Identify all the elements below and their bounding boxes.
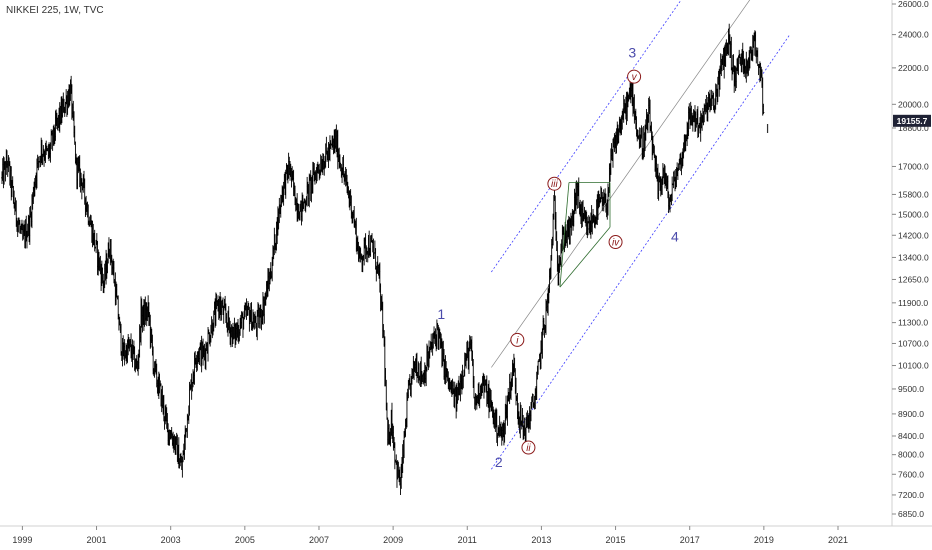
time-tick-label: 2009 <box>383 535 403 545</box>
price-tick-label: 7200.0 <box>898 490 924 500</box>
price-axis[interactable]: 26000.0 24000.0 22000.0 20000.0 18800.0 17000… <box>892 0 929 519</box>
wave-label: v <box>632 72 638 83</box>
price-tick-label: 15000.0 <box>898 209 929 219</box>
time-axis[interactable]: 1999 2001 2003 2005 2007 2009 2011 2013 2015 2017… <box>12 526 848 545</box>
triangle-edge <box>559 182 570 288</box>
price-bars <box>1 23 765 495</box>
price-tick-label: 7600.0 <box>898 469 924 479</box>
price-tick-label: 15800.0 <box>898 189 929 199</box>
channel-lines <box>491 0 791 470</box>
last-price-tag: 19155.7 <box>893 114 931 127</box>
time-tick-label: 2001 <box>87 535 107 545</box>
wave-label: i <box>516 335 519 346</box>
wave-label-circle <box>521 440 536 455</box>
wave-label: 1 <box>437 306 445 322</box>
wave-labels: 12345iiiiiiivvI <box>437 45 770 470</box>
price-tick-label: 24000.0 <box>898 30 929 40</box>
time-tick-label: 1999 <box>12 535 32 545</box>
price-tick-label: 8400.0 <box>898 431 924 441</box>
price-tick-label: 12650.0 <box>898 274 929 284</box>
price-tick-label: 22000.0 <box>898 63 929 73</box>
price-tick-label: 14200.0 <box>898 230 929 240</box>
wave-label-circle <box>510 332 525 347</box>
time-tick-label: 2011 <box>458 535 477 545</box>
channel-upper-line <box>491 0 682 273</box>
price-tick-label: 9500.0 <box>898 384 924 394</box>
price-tick-label: 10700.0 <box>898 338 929 348</box>
price-tick-label: 8000.0 <box>898 450 924 460</box>
wave-label: iii <box>551 179 558 190</box>
wave-label-circle <box>627 69 642 84</box>
time-tick-label: 2007 <box>309 535 329 545</box>
wave-label: 3 <box>628 45 636 61</box>
price-tick-label: 20000.0 <box>898 99 929 109</box>
price-tick-label: 6850.0 <box>898 509 924 519</box>
wave-label-circle <box>608 235 623 250</box>
last-price-label: 19155.7 <box>897 116 928 126</box>
time-tick-label: 2019 <box>754 535 774 545</box>
time-tick-label: 2015 <box>606 535 626 545</box>
wave-label: 2 <box>495 454 503 470</box>
price-tick-label: 18800.0 <box>898 123 929 133</box>
price-tick-label: 11900.0 <box>898 298 928 308</box>
time-tick-label: 2013 <box>531 535 551 545</box>
chart-title: NIKKEI 225, 1W, TVC <box>6 5 104 16</box>
wave-label: I <box>766 121 770 136</box>
last-price-box <box>893 114 931 127</box>
time-tick-label: 2005 <box>235 535 255 545</box>
time-tick-label: 2017 <box>680 535 700 545</box>
channel-mid-line <box>491 0 751 368</box>
wave-label: ii <box>526 443 531 454</box>
wave-label-circle <box>547 176 562 191</box>
price-tick-label: 11300.0 <box>898 318 928 328</box>
time-tick-label: 2003 <box>161 535 181 545</box>
price-tick-label: 17000.0 <box>898 161 929 171</box>
price-tick-label: 8900.0 <box>898 409 924 419</box>
wave-label: 4 <box>671 229 679 245</box>
time-tick-label: 2021 <box>828 535 848 545</box>
wave-label: iv <box>612 238 620 249</box>
price-tick-label: 26000.0 <box>898 0 929 9</box>
triangle-base <box>559 227 611 288</box>
price-tick-label: 13400.0 <box>898 252 929 262</box>
triangle-pattern <box>559 182 611 288</box>
price-tick-label: 10100.0 <box>898 361 929 371</box>
